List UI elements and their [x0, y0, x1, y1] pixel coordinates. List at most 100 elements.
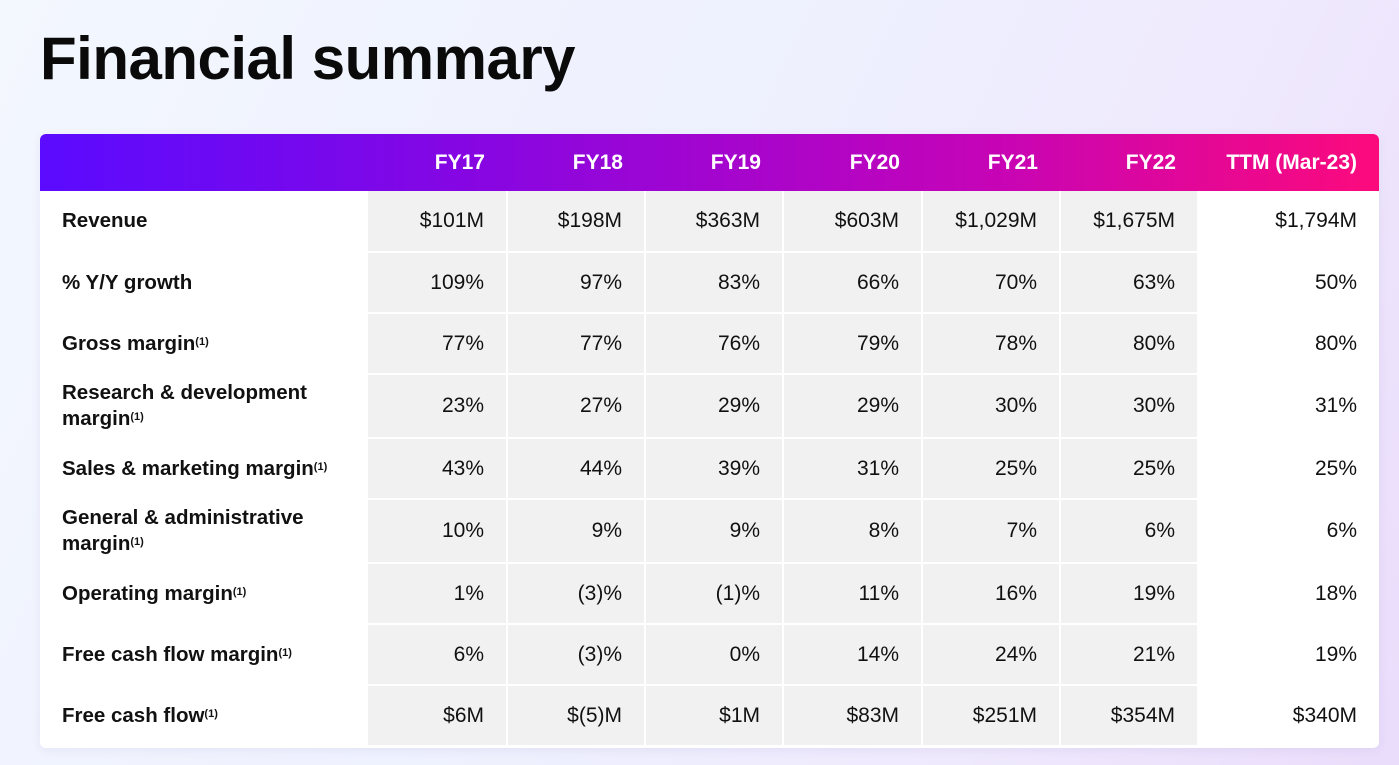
table-cell: $1,675M [1060, 191, 1199, 253]
table-cell: 6% [1198, 499, 1379, 564]
row-label-text: Research & development margin [62, 381, 307, 430]
table-cell: 9% [507, 499, 646, 564]
table-cell: 109% [368, 252, 508, 314]
header-fy22: FY22 [1125, 150, 1176, 174]
table-cell: 30% [1060, 374, 1199, 439]
row-label-text: Free cash flow [62, 703, 205, 727]
table-cell: 0% [645, 624, 784, 686]
footnote-marker: (1) [232, 585, 247, 598]
footnote-marker: (1) [313, 460, 328, 473]
table-header-row: FY17 FY18 FY19 FY20 FY21 FY22 TTM (Mar-2… [40, 134, 1379, 191]
financial-summary-table: FY17 FY18 FY19 FY20 FY21 FY22 TTM (Mar-2… [40, 134, 1379, 748]
table-cell: 70% [922, 252, 1061, 314]
header-ttm: TTM (Mar-23) [1226, 150, 1357, 174]
table-cell: 30% [922, 374, 1061, 439]
footnote-marker: (1) [278, 646, 292, 659]
footnote-marker: (1) [204, 707, 218, 720]
row-label: Free cash flow(1) [40, 685, 368, 747]
table-cell: 44% [507, 438, 646, 500]
footnote-marker: (1) [130, 411, 144, 423]
table-row: Research & development margin(1) 23% 27% 29… [40, 374, 1379, 439]
table-cell: 77% [368, 313, 508, 375]
row-label: Research & development margin(1) [40, 374, 368, 439]
table-cell: $1,029M [922, 191, 1061, 253]
table-row: General & administrative margin(1) 10% 9% 9… [40, 499, 1379, 564]
table-cell: 66% [783, 252, 923, 314]
table-row: % Y/Y growth 109% 97% 83% 66% 70% 63% 50% [40, 252, 1379, 314]
table-row: Sales & marketing margin(1) 43% 44% 39% 31% 2… [40, 438, 1379, 500]
table-cell: $(5)M [507, 685, 646, 747]
table-cell: $83M [783, 685, 923, 747]
table-cell: 19% [1060, 563, 1199, 625]
table-cell: 77% [507, 313, 646, 375]
table-cell: 43% [368, 438, 508, 500]
header-fy21: FY21 [987, 150, 1038, 174]
table-cell: $1M [645, 685, 784, 747]
table-row: Free cash flow(1) $6M $(5)M $1M $83M $251M $35… [40, 685, 1379, 747]
row-label-text: Operating margin [62, 581, 233, 605]
table-cell: 7% [922, 499, 1061, 564]
table-cell: 23% [368, 374, 508, 439]
table-cell: 6% [1060, 499, 1199, 564]
row-label: Revenue [40, 191, 368, 253]
table-cell: $1,794M [1198, 191, 1379, 253]
table-cell: 19% [1198, 624, 1379, 686]
table-cell: 27% [507, 374, 646, 439]
table-cell: 29% [783, 374, 923, 439]
row-label-text: Gross margin [62, 331, 196, 355]
table-cell: 18% [1198, 563, 1379, 625]
table-cell: 83% [645, 252, 784, 314]
table-cell: (1)% [645, 563, 784, 625]
table-cell: $354M [1060, 685, 1199, 747]
table-cell: 25% [922, 438, 1061, 500]
table-cell: 9% [645, 499, 784, 564]
summary-table: FY17 FY18 FY19 FY20 FY21 FY22 TTM (Mar-2… [40, 134, 1379, 747]
table-cell: 8% [783, 499, 923, 564]
row-label-text: General & administrative margin [62, 506, 304, 555]
header-fy18: FY18 [572, 150, 623, 174]
table-cell: 16% [922, 563, 1061, 625]
table-cell: 6% [368, 624, 508, 686]
table-cell: 78% [922, 313, 1061, 375]
table-cell: 11% [783, 563, 923, 625]
row-label-text: Sales & marketing margin [62, 456, 314, 480]
table-cell: 79% [783, 313, 923, 375]
table-cell: $101M [368, 191, 508, 253]
row-label: Operating margin(1) [40, 563, 368, 625]
table-cell: 50% [1198, 252, 1379, 314]
table-cell: 63% [1060, 252, 1199, 314]
row-label: Free cash flow margin(1) [40, 624, 368, 686]
table-cell: 1% [368, 563, 508, 625]
table-row: Free cash flow margin(1) 6% (3)% 0% 14% 24% 21… [40, 624, 1379, 686]
table-cell: $6M [368, 685, 508, 747]
row-label: General & administrative margin(1) [40, 499, 368, 564]
table-row: Gross margin(1) 77% 77% 76% 79% 78% 80% 80% [40, 313, 1379, 375]
table-cell: 25% [1198, 438, 1379, 500]
table-cell: (3)% [507, 624, 646, 686]
header-metric [40, 134, 368, 191]
footnote-marker: (1) [195, 335, 209, 348]
row-label-text: Free cash flow margin [62, 642, 279, 666]
table-cell: (3)% [507, 563, 646, 625]
header-fy19: FY19 [710, 150, 761, 174]
table-cell: 80% [1198, 313, 1379, 375]
table-cell: 29% [645, 374, 784, 439]
row-label-text: % Y/Y growth [62, 270, 193, 294]
header-fy17: FY17 [434, 150, 485, 174]
row-label: Gross margin(1) [40, 313, 368, 375]
table-cell: $198M [507, 191, 646, 253]
page-title: Financial summary [40, 25, 576, 92]
table-cell: 31% [1198, 374, 1379, 439]
table-cell: 31% [783, 438, 923, 500]
row-label-text: Revenue [62, 209, 148, 232]
table-cell: 10% [368, 499, 508, 564]
table-cell: $363M [645, 191, 784, 253]
table-cell: 39% [645, 438, 784, 500]
footnote-marker: (1) [130, 536, 144, 548]
row-label: Sales & marketing margin(1) [40, 438, 368, 500]
table-cell: 25% [1060, 438, 1199, 500]
table-cell: 76% [645, 313, 784, 375]
table-row: Revenue $101M $198M $363M $603M $1,029M $1,675… [40, 191, 1379, 253]
table-cell: 24% [922, 624, 1061, 686]
row-label: % Y/Y growth [40, 252, 368, 314]
